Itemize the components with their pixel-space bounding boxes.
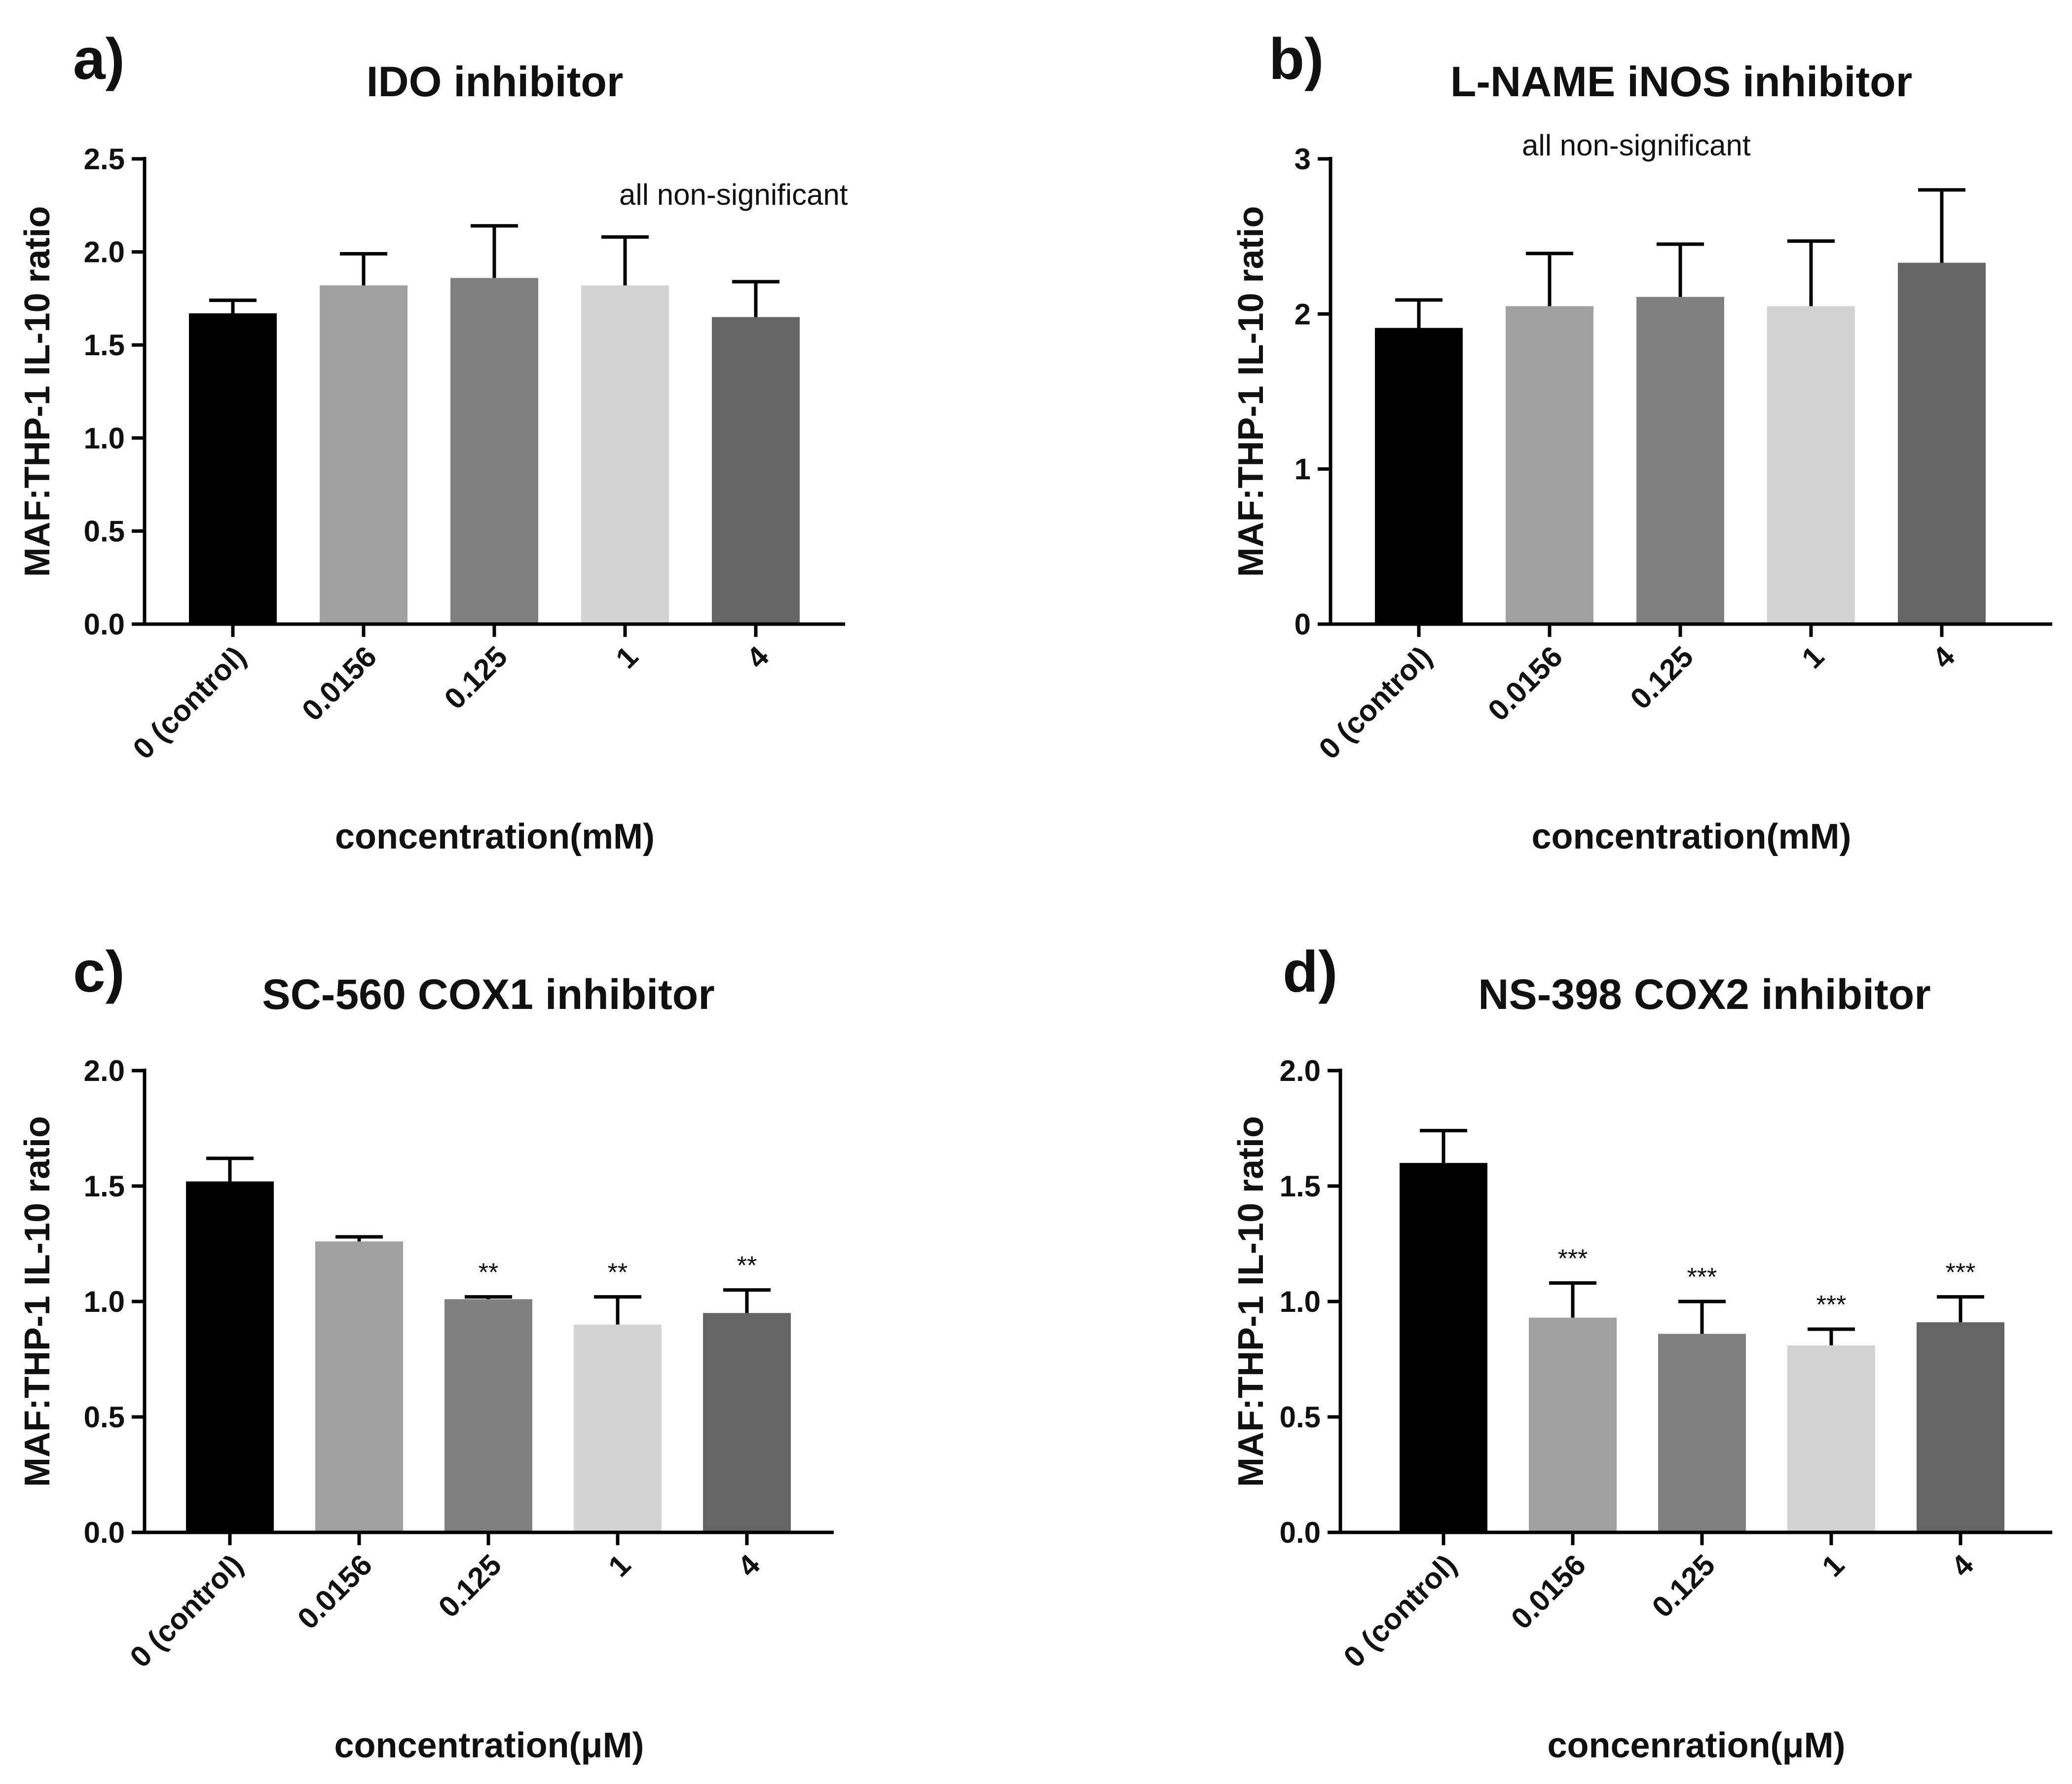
bar xyxy=(703,1313,791,1532)
chart-title: L-NAME iNOS inhibitor xyxy=(1450,58,1912,106)
bar xyxy=(1917,1322,2004,1532)
y-tick-label: 1.0 xyxy=(84,422,125,455)
bar xyxy=(1529,1317,1617,1532)
y-tick-label: 1.0 xyxy=(84,1285,125,1318)
x-axis-label: concentration(mM) xyxy=(335,817,655,856)
significance-marker: *** xyxy=(1687,1263,1717,1292)
y-axis-label: MAF:THP-1 IL-10 ratio xyxy=(1231,1116,1271,1487)
y-tick-label: 0.5 xyxy=(1280,1401,1321,1434)
bar xyxy=(189,313,277,624)
annotation: all non-significant xyxy=(619,178,848,211)
x-axis-label: concenration(μM) xyxy=(1547,1726,1845,1765)
annotation: all non-significant xyxy=(1522,129,1751,162)
y-tick-label: 2.0 xyxy=(84,236,125,269)
y-tick-label: 0 xyxy=(1295,608,1311,641)
y-tick-label: 0.0 xyxy=(84,1516,125,1549)
chart-title: SC-560 COX1 inhibitor xyxy=(262,971,715,1018)
x-axis-label: concentration(μM) xyxy=(334,1726,644,1765)
significance-marker: ** xyxy=(479,1259,498,1287)
significance-marker: *** xyxy=(1946,1259,1976,1287)
y-axis-label: MAF:THP-1 IL-10 ratio xyxy=(18,206,57,577)
bar xyxy=(574,1324,662,1532)
y-tick-label: 2.0 xyxy=(84,1054,125,1087)
y-tick-label: 0.0 xyxy=(84,608,125,641)
y-tick-label: 0.5 xyxy=(84,515,125,548)
bar xyxy=(581,285,669,624)
y-tick-label: 1.5 xyxy=(84,329,125,362)
bar xyxy=(315,1241,403,1532)
y-tick-label: 2.5 xyxy=(84,143,125,176)
significance-marker: ** xyxy=(608,1259,628,1287)
bar xyxy=(1506,306,1593,624)
y-tick-label: 1.5 xyxy=(84,1170,125,1203)
bar xyxy=(1898,262,1986,624)
bar xyxy=(186,1181,274,1532)
y-tick-label: 3 xyxy=(1295,143,1311,176)
y-axis-label: MAF:THP-1 IL-10 ratio xyxy=(18,1116,57,1487)
y-axis-label: MAF:THP-1 IL-10 ratio xyxy=(1231,206,1271,577)
significance-marker: *** xyxy=(1816,1291,1847,1319)
x-axis-label: concentration(mM) xyxy=(1532,817,1851,856)
chart-panel-3: c) SC-560 COX1 inhibitor MAF:THP-1 IL-10 r… xyxy=(18,939,834,1765)
bar xyxy=(1375,328,1463,624)
bar xyxy=(1767,306,1855,624)
panel-letter: a) xyxy=(73,27,125,92)
panel-letter: d) xyxy=(1283,939,1337,1004)
y-tick-label: 0.5 xyxy=(84,1401,125,1434)
bar xyxy=(712,317,800,624)
bar xyxy=(320,285,407,624)
bar xyxy=(1636,297,1724,624)
y-tick-label: 2.0 xyxy=(1280,1054,1321,1087)
y-tick-label: 1.5 xyxy=(1280,1170,1321,1203)
y-tick-label: 1.0 xyxy=(1280,1285,1321,1318)
y-tick-label: 2 xyxy=(1295,297,1311,331)
bar xyxy=(1400,1163,1487,1532)
significance-marker: ** xyxy=(737,1252,757,1280)
bar xyxy=(1787,1345,1875,1532)
y-tick-label: 0.0 xyxy=(1280,1516,1321,1549)
chart-title: IDO inhibitor xyxy=(367,58,624,106)
bar xyxy=(450,278,538,624)
y-tick-label: 1 xyxy=(1295,453,1311,486)
panel-letter: b) xyxy=(1269,27,1324,92)
bar xyxy=(1658,1334,1746,1532)
significance-marker: *** xyxy=(1558,1245,1588,1273)
chart-title: NS-398 COX2 inhibitor xyxy=(1478,971,1931,1018)
panel-letter: c) xyxy=(73,939,125,1004)
bar xyxy=(444,1299,532,1532)
